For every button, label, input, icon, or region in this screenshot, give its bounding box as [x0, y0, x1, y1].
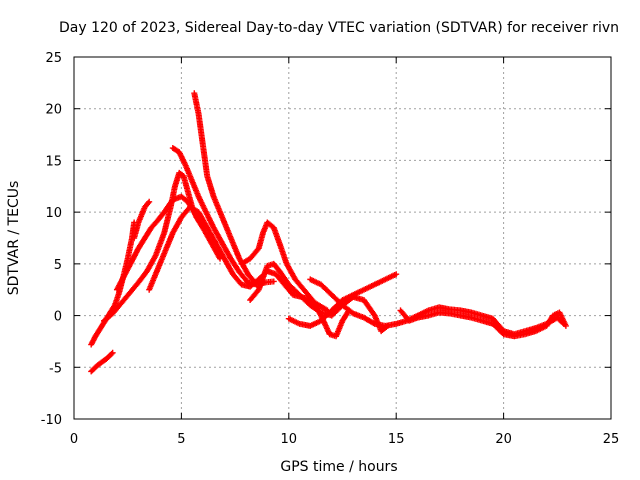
y-tick-label: 0 [54, 310, 62, 325]
data-point [253, 281, 260, 288]
x-tick-label: 20 [495, 432, 512, 447]
x-tick-label: 5 [177, 432, 185, 447]
x-tick-label: 15 [388, 432, 405, 447]
series-arc-3 [101, 169, 206, 324]
chart-title: Day 120 of 2023, Sidereal Day-to-day VTE… [59, 20, 619, 36]
data-point [393, 271, 400, 278]
x-tick-label: 10 [281, 432, 298, 447]
axis-ticks: 0 5 10 15 20 25 -10 -5 0 5 10 15 20 25 [41, 51, 620, 447]
data-point [109, 349, 116, 356]
plot-frame [73, 56, 612, 420]
y-tick-label: 15 [45, 154, 62, 169]
series-arc-11 [285, 271, 400, 329]
series-arc-1 [88, 349, 116, 375]
data-point [270, 278, 277, 285]
grid [74, 57, 611, 419]
data-series [88, 90, 569, 375]
data-point [562, 322, 569, 329]
x-tick-label: 25 [603, 432, 620, 447]
x-axis-label: GPS time / hours [280, 459, 397, 475]
y-tick-label: 10 [45, 206, 62, 221]
series-arc-13 [397, 307, 569, 340]
y-tick-label: 5 [54, 258, 62, 273]
x-tick-label: 0 [70, 432, 78, 447]
data-point [108, 350, 115, 357]
series-arc-8 [191, 90, 260, 288]
series-arc-9 [238, 219, 352, 340]
y-tick-label: -5 [49, 361, 62, 376]
y-tick-label: 25 [45, 51, 62, 66]
y-tick-label: -10 [41, 413, 62, 428]
series-arc-5 [131, 198, 153, 241]
y-tick-label: 20 [45, 103, 62, 118]
data-point [145, 200, 152, 207]
y-axis-label: SDTVAR / TECUs [6, 181, 22, 296]
data-point [146, 198, 153, 205]
data-point [252, 280, 259, 287]
